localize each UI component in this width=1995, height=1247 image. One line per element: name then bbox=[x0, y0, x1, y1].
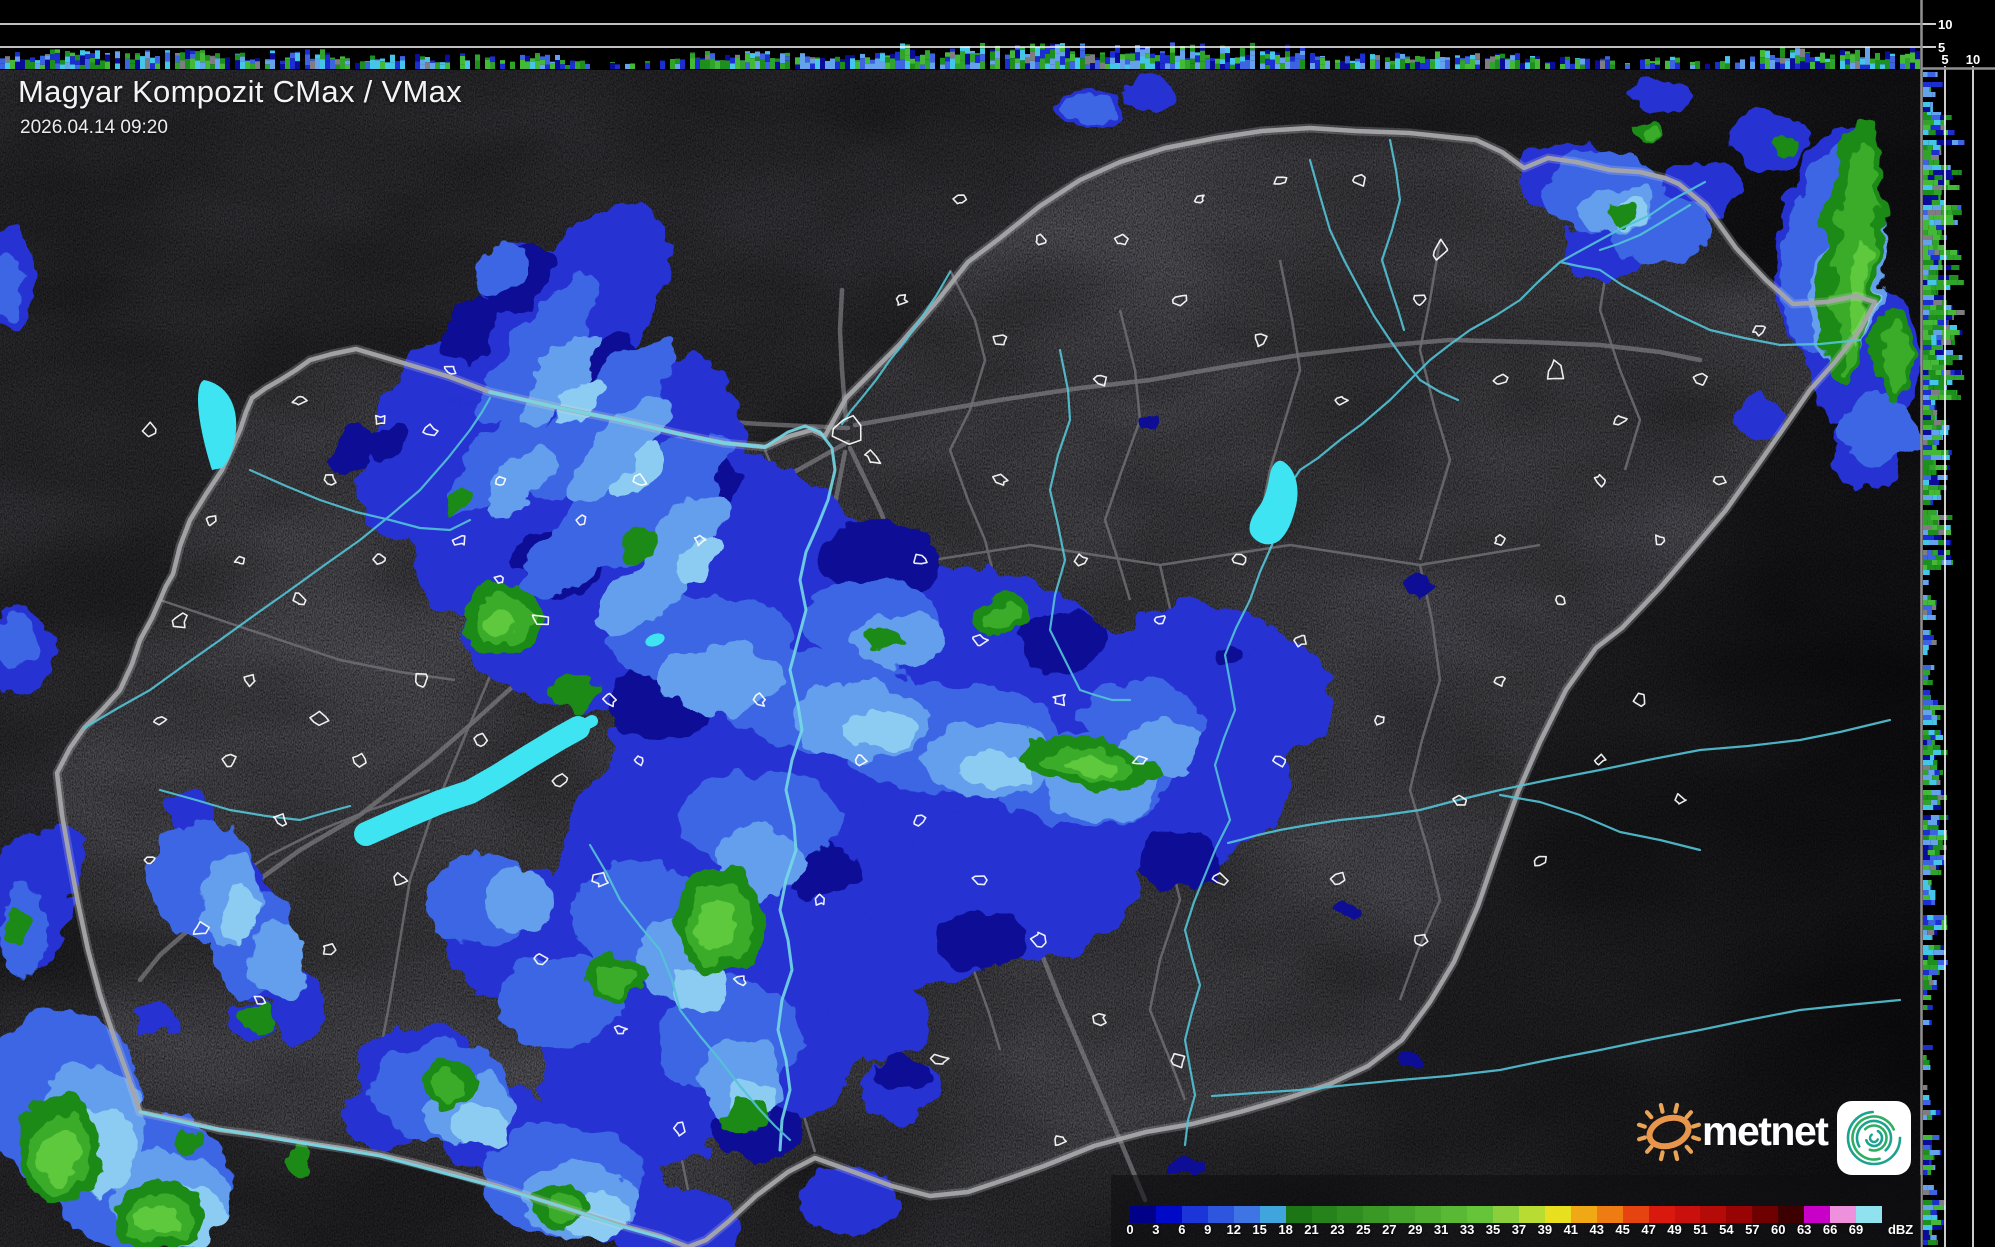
legend-colorbar: 0 3 6 9 12 15 18 21 23 25 27 29 31 33 35 37 39 41 43 45 47 49… bbox=[1126, 1206, 1882, 1237]
legend-value-label: 21 bbox=[1304, 1222, 1319, 1237]
legend-value-label: 54 bbox=[1719, 1222, 1734, 1237]
legend-unit: dBZ bbox=[1887, 1222, 1914, 1237]
legend-value-label: 57 bbox=[1745, 1222, 1760, 1237]
rivers bbox=[82, 138, 1902, 1242]
lake-balaton-tip bbox=[569, 715, 598, 736]
legend-color-block bbox=[1856, 1206, 1882, 1223]
legend-value-label: 12 bbox=[1226, 1222, 1241, 1237]
legend-value-label: 66 bbox=[1822, 1222, 1838, 1237]
legend-color-block bbox=[1259, 1206, 1286, 1223]
legend-value-label: 43 bbox=[1589, 1222, 1604, 1237]
legend-color-block bbox=[1233, 1206, 1260, 1223]
legend-color-block bbox=[1467, 1206, 1493, 1223]
legend-color-block bbox=[1700, 1206, 1727, 1223]
danube-river bbox=[763, 424, 837, 1152]
app-icon bbox=[1837, 1101, 1911, 1175]
legend-color-block bbox=[1752, 1206, 1779, 1223]
legend-color-block bbox=[1622, 1206, 1649, 1223]
sun-icon bbox=[1636, 1102, 1702, 1162]
tisza-river bbox=[1183, 180, 1707, 1147]
axis-corner bbox=[1921, 0, 1995, 70]
logo-brand-text: metnet bbox=[1702, 1108, 1829, 1154]
legend-value-label: 63 bbox=[1796, 1222, 1812, 1237]
legend-value-label: 47 bbox=[1641, 1222, 1656, 1237]
page-title: Magyar Kompozit CMax / VMax bbox=[18, 74, 462, 109]
legend-value-label: 51 bbox=[1693, 1222, 1708, 1237]
legend-value-label: 60 bbox=[1771, 1222, 1786, 1237]
legend-value-label: 27 bbox=[1382, 1222, 1397, 1237]
settlement-outlines bbox=[141, 173, 1767, 1147]
legend-color-block bbox=[1155, 1206, 1182, 1223]
lakes bbox=[198, 380, 1298, 846]
legend-color-block bbox=[1674, 1206, 1701, 1223]
lake-balaton bbox=[354, 716, 590, 846]
legend-color-block bbox=[1493, 1206, 1519, 1223]
top-axis-label-5: 5 bbox=[1938, 40, 1945, 55]
legend-color-block bbox=[1518, 1206, 1545, 1223]
spiral-icon bbox=[1846, 1110, 1902, 1166]
legend-color-block bbox=[1830, 1206, 1857, 1223]
legend-color-block bbox=[1337, 1206, 1364, 1223]
legend-color-block bbox=[1130, 1206, 1156, 1223]
legend-color-block bbox=[1207, 1206, 1234, 1223]
legend-color-block bbox=[1363, 1206, 1390, 1223]
legend-value-label: 23 bbox=[1330, 1222, 1345, 1237]
legend-value-label: 25 bbox=[1356, 1222, 1371, 1237]
legend-color-block bbox=[1544, 1206, 1571, 1223]
top-profile-bars bbox=[0, 42, 1920, 69]
legend-color-block bbox=[1570, 1206, 1597, 1223]
legend-color-block bbox=[1648, 1206, 1675, 1223]
legend-value-label: 45 bbox=[1615, 1222, 1630, 1237]
legend-color-block bbox=[1415, 1206, 1442, 1223]
legend-value-label: 29 bbox=[1407, 1222, 1423, 1237]
map-layers bbox=[0, 70, 1921, 1247]
legend-value-label: 33 bbox=[1459, 1222, 1475, 1237]
legend-panel: 0 3 6 9 12 15 18 21 23 25 27 29 31 33 35 37 39 41 43 45 47 49… bbox=[1111, 1175, 1921, 1247]
legend-value-label: 0 bbox=[1126, 1222, 1134, 1237]
legend-color-block bbox=[1726, 1206, 1753, 1223]
timestamp: 2026.04.14 09:20 bbox=[20, 117, 168, 138]
legend-value-label: 6 bbox=[1178, 1222, 1186, 1237]
legend-color-block bbox=[1804, 1206, 1831, 1223]
precipitation-layers bbox=[0, 77, 1920, 1247]
legend-value-label: 37 bbox=[1511, 1222, 1527, 1237]
legend-color-block bbox=[1311, 1206, 1338, 1223]
legend-value-label: 18 bbox=[1278, 1222, 1293, 1237]
legend-value-label: 39 bbox=[1537, 1222, 1553, 1237]
lake-velence bbox=[645, 633, 665, 647]
legend-color-block bbox=[1778, 1206, 1805, 1223]
country-border bbox=[52, 123, 1880, 1247]
side-axis-label-10: 10 bbox=[1966, 52, 1980, 67]
legend-value-label: 15 bbox=[1252, 1222, 1267, 1237]
legend-value-label: 9 bbox=[1204, 1222, 1212, 1237]
lake-ferto bbox=[198, 380, 237, 470]
legend-value-label: 69 bbox=[1848, 1222, 1864, 1237]
side-axis-label-5: 5 bbox=[1941, 52, 1948, 67]
precip-level-7 bbox=[42, 235, 1870, 1235]
legend-value-label: 49 bbox=[1667, 1222, 1682, 1237]
legend-color-block bbox=[1389, 1206, 1416, 1223]
legend-value-label: 31 bbox=[1433, 1222, 1449, 1237]
legend-color-block bbox=[1181, 1206, 1208, 1223]
legend-value-label: 35 bbox=[1485, 1222, 1501, 1237]
legend-color-block bbox=[1285, 1206, 1312, 1223]
legend-value-label: 41 bbox=[1563, 1222, 1579, 1237]
legend-color-block bbox=[1596, 1206, 1623, 1223]
lake-tisza bbox=[1249, 460, 1298, 545]
top-axis-label-10: 10 bbox=[1938, 17, 1952, 32]
legend-color-block bbox=[1441, 1206, 1468, 1223]
legend-value-label: 3 bbox=[1152, 1222, 1160, 1237]
metnet-logo: metnet bbox=[1636, 1096, 1926, 1180]
drava-river bbox=[138, 1110, 672, 1242]
